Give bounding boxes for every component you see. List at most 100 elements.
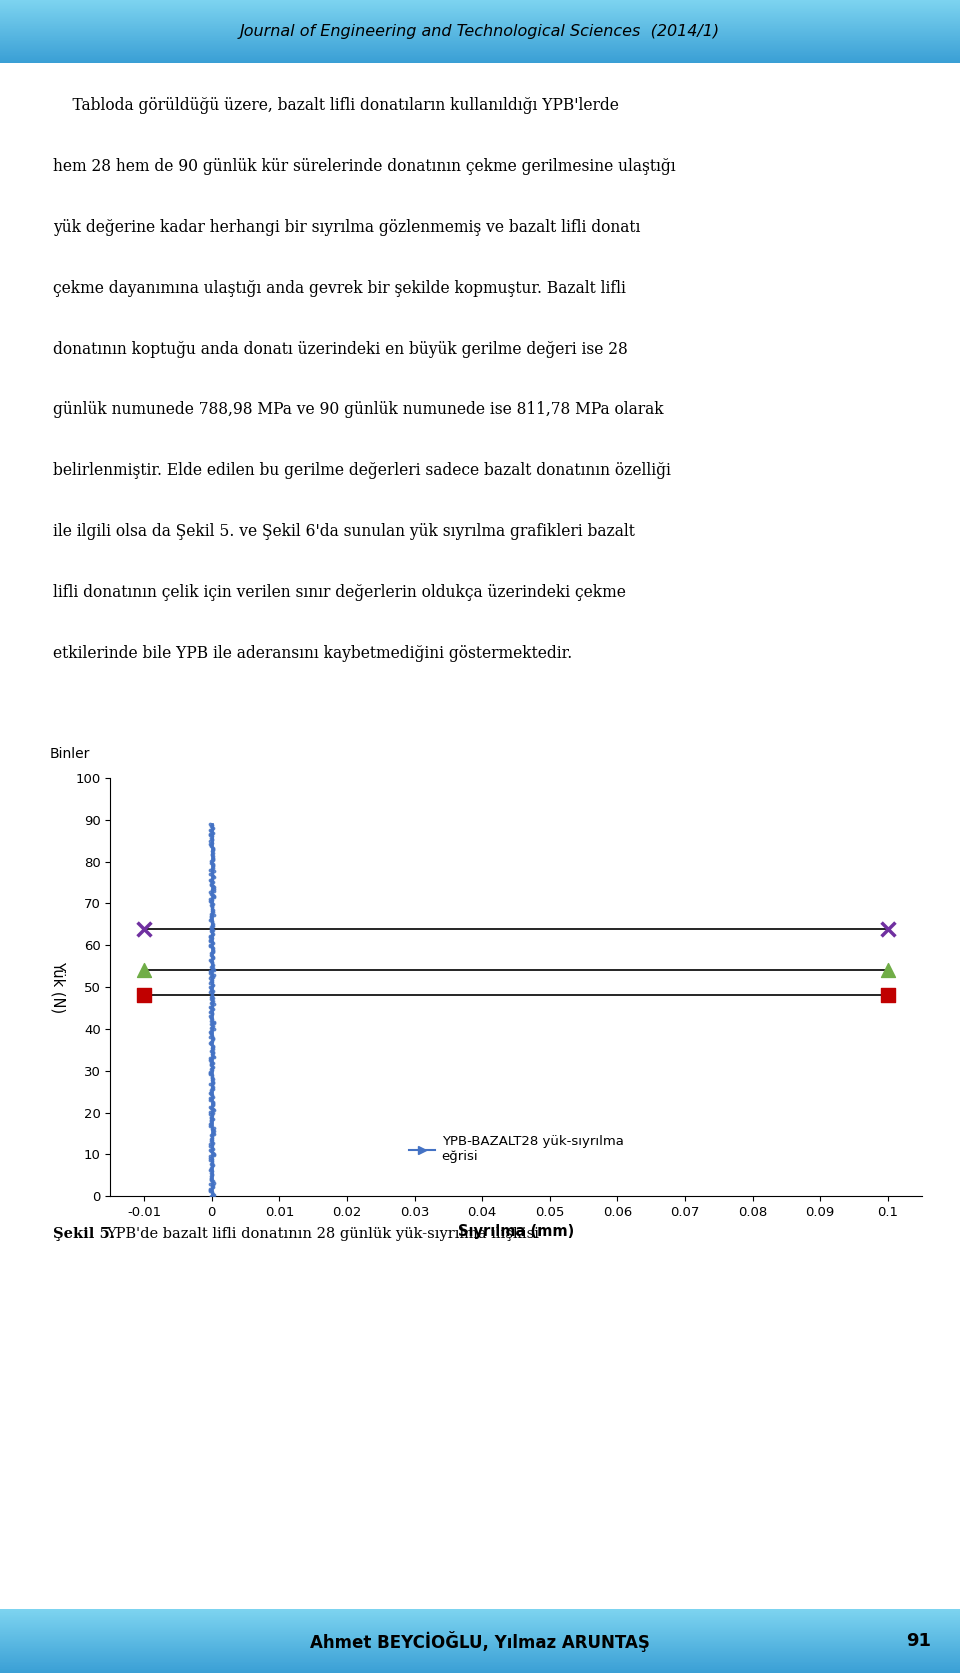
Point — [204, 1128, 219, 1154]
Point — [204, 900, 219, 927]
Point — [204, 959, 219, 985]
Point — [205, 878, 221, 905]
Point — [204, 836, 220, 863]
Point — [203, 857, 218, 883]
Point — [203, 974, 218, 1000]
Point — [204, 848, 219, 875]
Point — [203, 1178, 218, 1205]
Point — [205, 1066, 221, 1092]
Point — [204, 1077, 219, 1104]
Point — [206, 875, 222, 902]
Point — [204, 1179, 220, 1206]
Point — [204, 830, 220, 857]
Text: çekme dayanımına ulaştığı anda gevrek bir şekilde kopmuştur. Bazalt lifli: çekme dayanımına ulaştığı anda gevrek bi… — [53, 279, 626, 296]
Point — [203, 1044, 218, 1071]
Point — [204, 980, 220, 1007]
Point — [206, 1097, 222, 1124]
Point — [205, 937, 221, 964]
Point — [204, 1108, 219, 1134]
Point — [205, 1119, 221, 1146]
Point — [205, 873, 221, 900]
Point — [205, 835, 221, 862]
Point — [204, 969, 220, 995]
Point — [203, 965, 218, 992]
Point — [204, 1034, 220, 1061]
Point — [204, 1158, 220, 1184]
Point — [204, 972, 220, 999]
Point — [205, 1096, 221, 1123]
Text: YPB'de bazalt lifli donatının 28 günlük yük-sıyrılma ilişkisi: YPB'de bazalt lifli donatının 28 günlük … — [106, 1226, 539, 1241]
Point — [203, 923, 218, 950]
Point — [203, 1123, 218, 1149]
Point — [203, 1151, 218, 1178]
Point — [204, 997, 219, 1024]
Point — [204, 860, 220, 887]
Point — [205, 945, 221, 972]
Point — [204, 1136, 220, 1163]
Point — [204, 975, 219, 1002]
Point — [204, 880, 219, 907]
Point — [204, 1131, 220, 1158]
Point — [205, 935, 221, 962]
Point — [204, 868, 219, 895]
Point — [204, 825, 220, 852]
Point — [205, 840, 221, 867]
Point — [205, 1118, 221, 1144]
Point — [136, 915, 152, 942]
Point — [203, 960, 218, 987]
Point — [205, 1168, 221, 1195]
Point — [203, 1111, 218, 1138]
Point — [205, 917, 221, 944]
Point — [204, 1156, 219, 1183]
Point — [204, 1126, 219, 1153]
Point — [204, 925, 220, 952]
Point — [204, 1161, 220, 1188]
Text: Tabloda görüldüğü üzere, bazalt lifli donatıların kullanıldığı YPB'lerde: Tabloda görüldüğü üzere, bazalt lifli do… — [53, 97, 618, 114]
Point — [203, 878, 218, 905]
Point — [205, 1089, 221, 1116]
Point — [204, 1086, 219, 1113]
Point — [203, 922, 218, 949]
Point — [204, 1005, 220, 1032]
Point — [204, 811, 220, 838]
Point — [205, 835, 221, 862]
Point — [203, 1156, 218, 1183]
Point — [204, 952, 220, 979]
Point — [206, 1009, 222, 1036]
Point — [204, 1149, 220, 1176]
Point — [204, 1014, 220, 1041]
Point — [205, 863, 221, 890]
Text: belirlenmiştir. Elde edilen bu gerilme değerleri sadece bazalt donatının özelliğ: belirlenmiştir. Elde edilen bu gerilme d… — [53, 462, 671, 478]
Point — [205, 1016, 221, 1042]
Text: Ahmet BEYCİOĞLU, Yılmaz ARUNTAŞ: Ahmet BEYCİOĞLU, Yılmaz ARUNTAŞ — [310, 1631, 650, 1651]
Point — [204, 940, 219, 967]
Point — [205, 1034, 221, 1061]
Point — [203, 830, 218, 857]
Point — [203, 1133, 218, 1159]
Text: ile ilgili olsa da Şekil 5. ve Şekil 6'da sunulan yük sıyrılma grafikleri bazalt: ile ilgili olsa da Şekil 5. ve Şekil 6'd… — [53, 524, 635, 540]
Point — [204, 1082, 220, 1109]
Legend: YPB-BAZALT28 yük-sıyrılma
eğrisi: YPB-BAZALT28 yük-sıyrılma eğrisi — [403, 1131, 629, 1169]
Point — [205, 868, 221, 895]
Point — [206, 1141, 222, 1168]
Point — [880, 957, 896, 984]
Point — [203, 1097, 218, 1124]
Point — [203, 932, 218, 959]
Point — [204, 1081, 219, 1108]
Point — [204, 893, 220, 920]
Point — [204, 826, 219, 853]
Point — [204, 1161, 219, 1188]
Point — [204, 852, 220, 878]
Point — [203, 947, 218, 974]
Point — [205, 845, 221, 872]
Point — [203, 1029, 218, 1056]
Point — [204, 1103, 220, 1129]
Point — [205, 820, 221, 847]
Point — [204, 967, 220, 994]
Text: hem 28 hem de 90 günlük kür sürelerinde donatının çekme gerilmesine ulaştığı: hem 28 hem de 90 günlük kür sürelerinde … — [53, 157, 676, 176]
Point — [205, 913, 221, 940]
Point — [203, 1166, 218, 1193]
Point — [203, 1144, 218, 1171]
Point — [205, 845, 221, 872]
Point — [205, 815, 221, 842]
